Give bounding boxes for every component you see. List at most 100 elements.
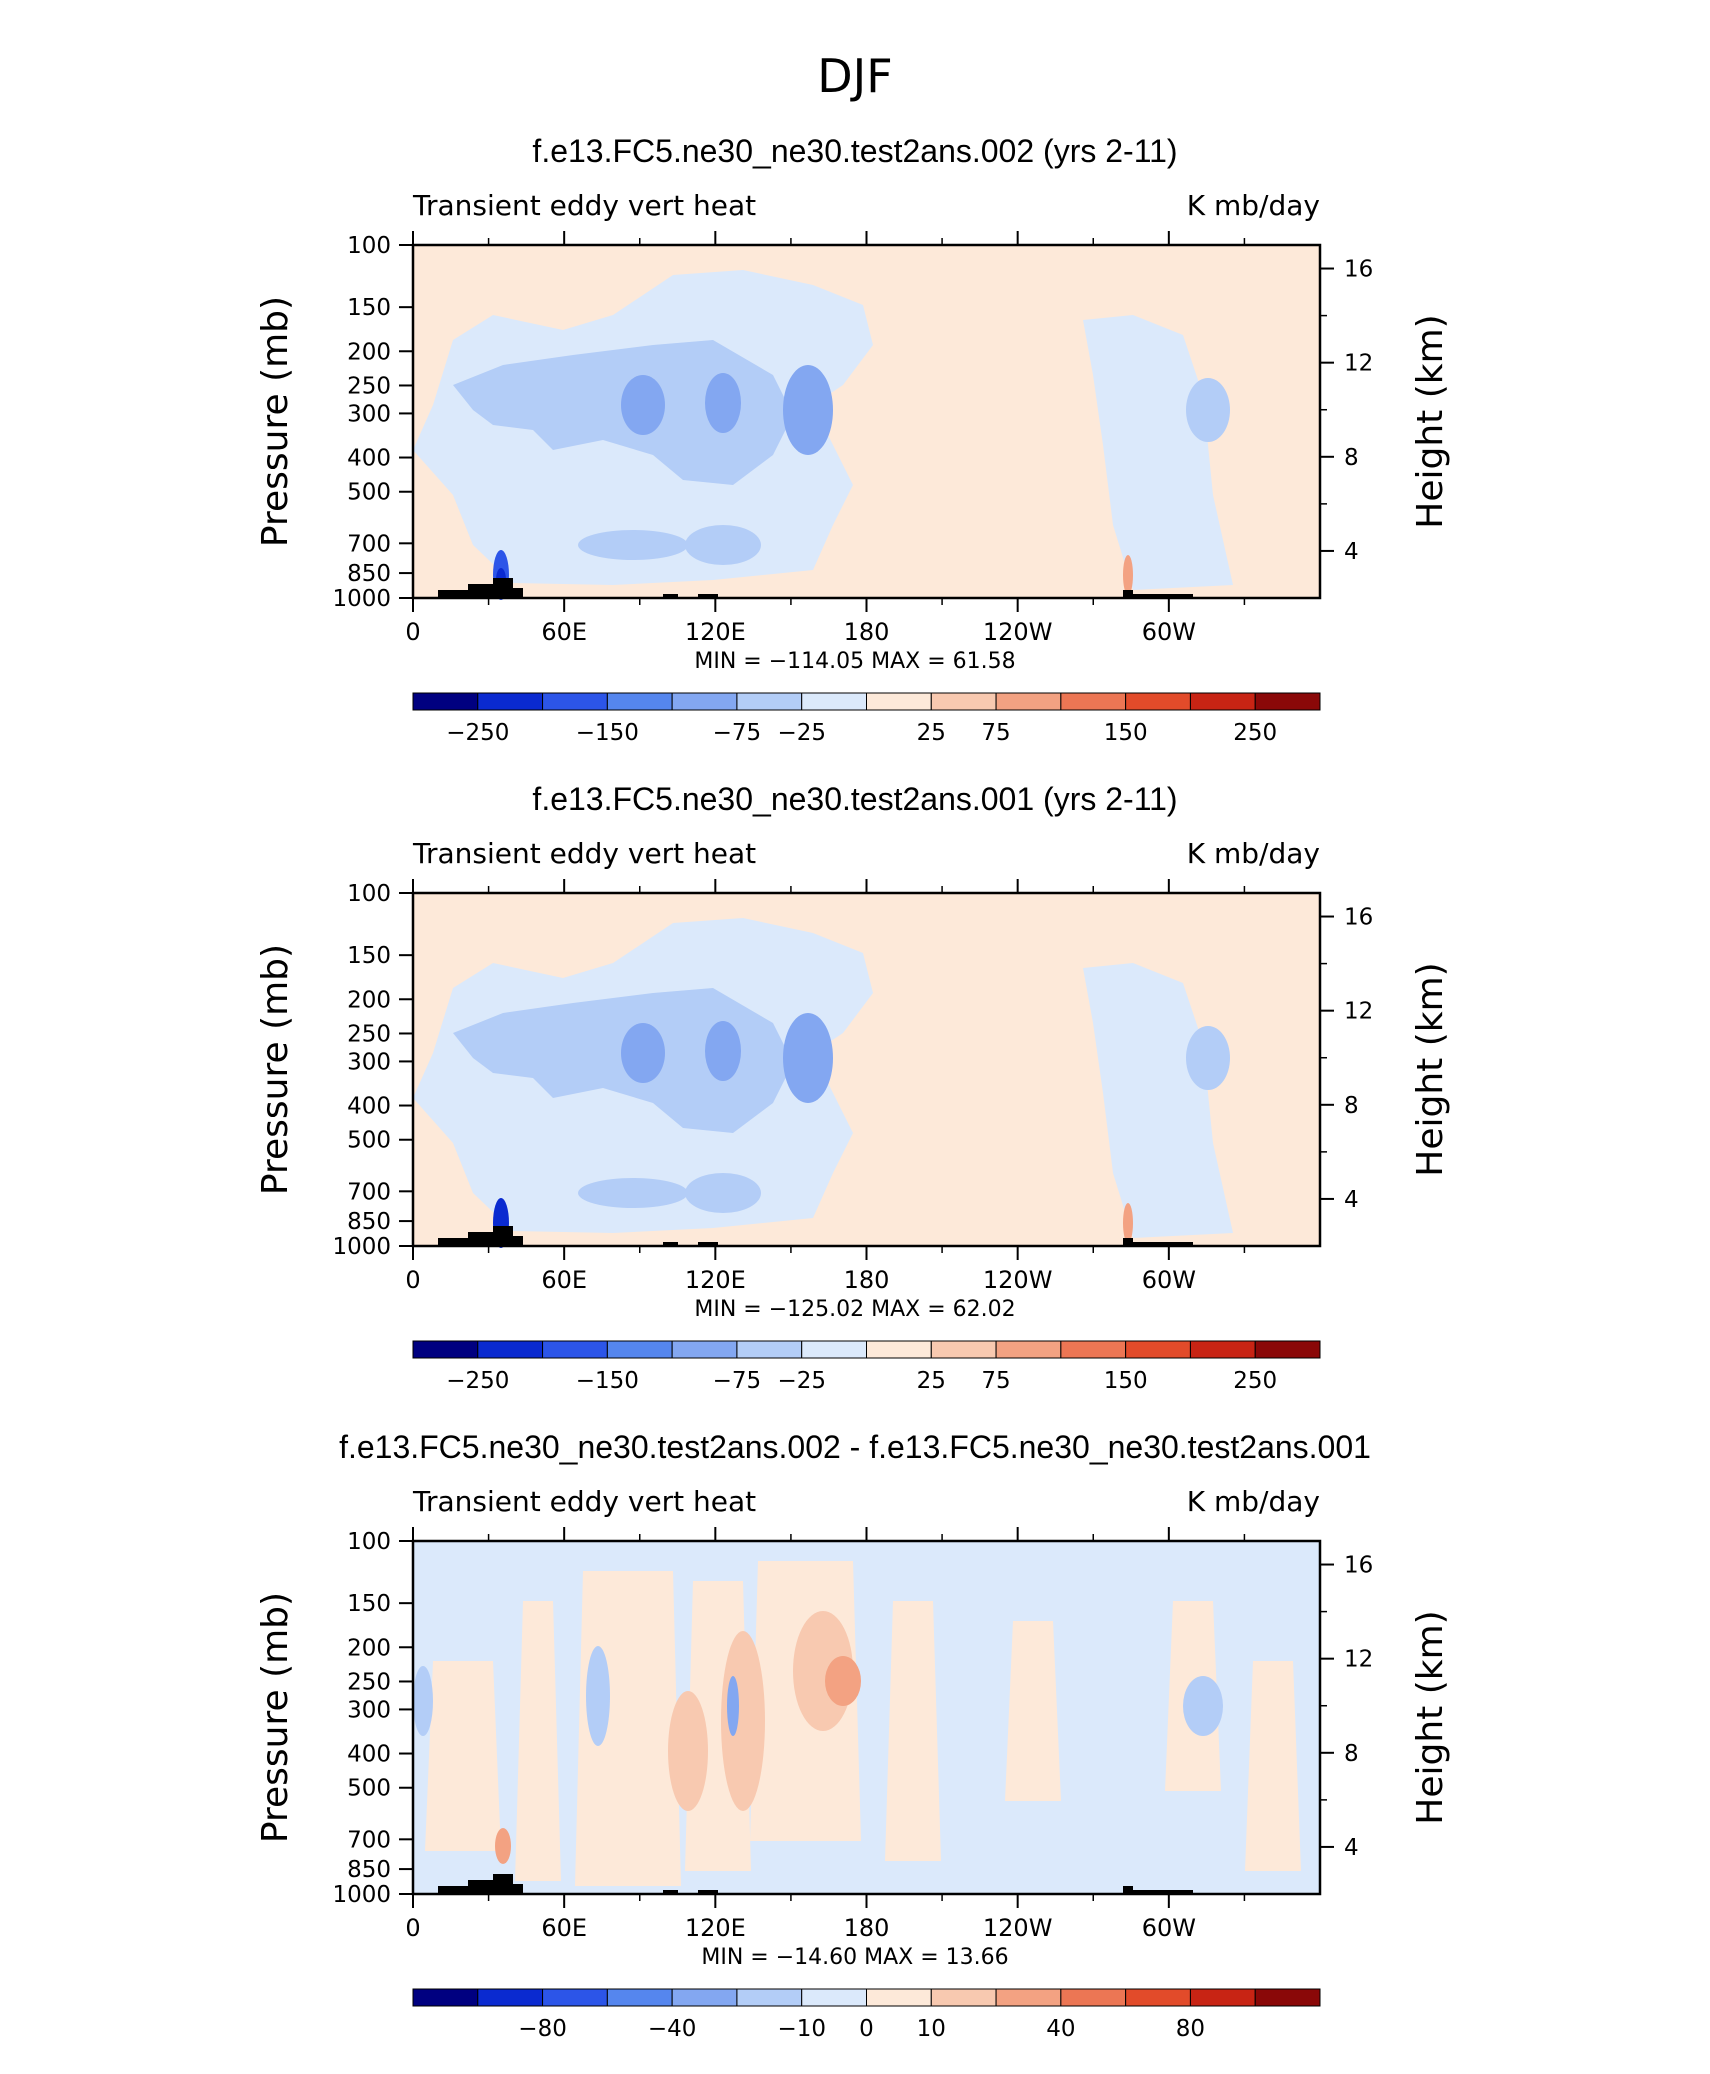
colorbar: −250 −150 −75 −25 25 75 150 250 [412,1340,1321,1394]
topography-block [513,588,523,598]
y-axis-right-label: Height (km) [1410,962,1451,1176]
colorbar-box [1189,692,1256,711]
x-tick-label: 120W [983,1914,1053,1942]
y-tick-label: 250 [347,373,391,399]
colorbar-label: −25 [777,720,826,746]
colorbar-label: 75 [981,1368,1010,1394]
colorbar-box [606,1340,673,1359]
x-tick-label: 180 [844,618,890,646]
contour-neg-75 [621,1023,665,1083]
y-axis-right: 16 12 8 4 [1320,1553,1373,1861]
x-tick-label: 0 [405,1914,420,1942]
topography-block [1123,590,1133,598]
topography-block [513,1884,523,1894]
colorbar-box [412,692,479,711]
colorbar-box [477,692,544,711]
contour-pos-75 [1123,555,1133,595]
field-label: Transient eddy vert heat [412,837,756,870]
colorbar-box [1189,1988,1256,2007]
y-right-tick-label: 12 [1344,351,1373,377]
contour-pos-20 [495,1828,511,1864]
x-tick-label: 180 [844,1266,890,1294]
x-tick-label: 120E [685,618,746,646]
y-axis-right-label: Height (km) [1410,314,1451,528]
topography-block [468,1880,493,1894]
contour-neg-75 [621,375,665,435]
topography-block [663,1890,678,1894]
topography-block [1133,1890,1193,1894]
colorbar-box [542,1988,608,2007]
colorbar-box [801,692,868,711]
min-max-stats: MIN = −125.02 MAX = 62.02 [694,1297,1015,1322]
colorbar-label: −250 [446,720,509,746]
y-tick-label: 700 [347,531,391,557]
colorbar-label: 40 [1046,2016,1075,2042]
y-right-tick-label: 12 [1344,999,1373,1025]
x-axis: 0 60E 120E 180 120W 60W [405,1527,1246,1942]
contour-pos-5 [425,1661,501,1851]
contour-neg-50 [578,1178,688,1208]
x-tick-label: 60E [541,618,587,646]
y-tick-label: 1000 [332,1882,391,1908]
colorbar-box [671,1340,738,1359]
colorbar-box [866,1988,932,2007]
contour-neg-5 [413,1666,433,1736]
y-tick-label: 200 [347,1635,391,1661]
colorbar-label: −10 [777,2016,826,2042]
y-axis-right: 16 12 8 4 [1320,257,1373,565]
y-tick-label: 150 [347,295,391,321]
topography-block [698,1890,718,1894]
y-tick-label: 150 [347,1591,391,1617]
colorbar-box [1125,1988,1191,2007]
contour-pos-10 [668,1691,708,1811]
colorbar-box [606,1988,673,2007]
y-right-tick-label: 16 [1344,1553,1373,1579]
topography-block [698,594,718,598]
colorbar-label: −40 [648,2016,697,2042]
colorbar-box [671,692,738,711]
colorbar-label: 150 [1104,1368,1148,1394]
topography-block [468,584,493,598]
contour-neg-75 [705,373,741,433]
y-right-tick-label: 8 [1344,1093,1359,1119]
colorbar-box [542,1340,608,1359]
topography-block [513,1236,523,1246]
panel-title: f.e13.FC5.ne30_ne30.test2ans.002 - f.e13… [339,1429,1371,1465]
colorbar-label: −25 [777,1368,826,1394]
contour-field [413,893,1320,1248]
contour-pos-5 [1005,1621,1061,1801]
topography [438,578,1193,598]
topography-block [1133,594,1193,598]
colorbar-box [1125,1340,1191,1359]
y-tick-label: 400 [347,1742,391,1768]
colorbar-box [801,1988,868,2007]
colorbar-label: 10 [917,2016,946,2042]
colorbar-box [1254,692,1321,711]
y-axis-label: Pressure (mb) [255,944,296,1195]
y-tick-label: 250 [347,1021,391,1047]
colorbar-box [412,1988,479,2007]
contour-pos-5 [885,1601,941,1861]
panel-title: f.e13.FC5.ne30_ne30.test2ans.002 (yrs 2-… [532,133,1177,169]
units-label: K mb/day [1187,189,1320,222]
colorbar-box [1125,692,1191,711]
topography-block [468,1232,493,1246]
topography-block [493,1874,513,1894]
colorbar-box [995,692,1062,711]
colorbar-box [1189,1340,1256,1359]
y-tick-label: 500 [347,480,391,506]
colorbar-label: −80 [518,2016,567,2042]
colorbar-box [866,1340,932,1359]
y-tick-label: 150 [347,943,391,969]
colorbar-box [801,1340,868,1359]
y-tick-label: 850 [347,561,391,587]
x-tick-label: 60W [1142,1266,1196,1294]
colorbar-label: 150 [1104,720,1148,746]
colorbar-label: 25 [917,720,946,746]
field-label: Transient eddy vert heat [412,1485,756,1518]
y-tick-label: 200 [347,987,391,1013]
colorbar-box [866,692,932,711]
panel-title: f.e13.FC5.ne30_ne30.test2ans.001 (yrs 2-… [532,781,1177,817]
y-tick-label: 200 [347,339,391,365]
